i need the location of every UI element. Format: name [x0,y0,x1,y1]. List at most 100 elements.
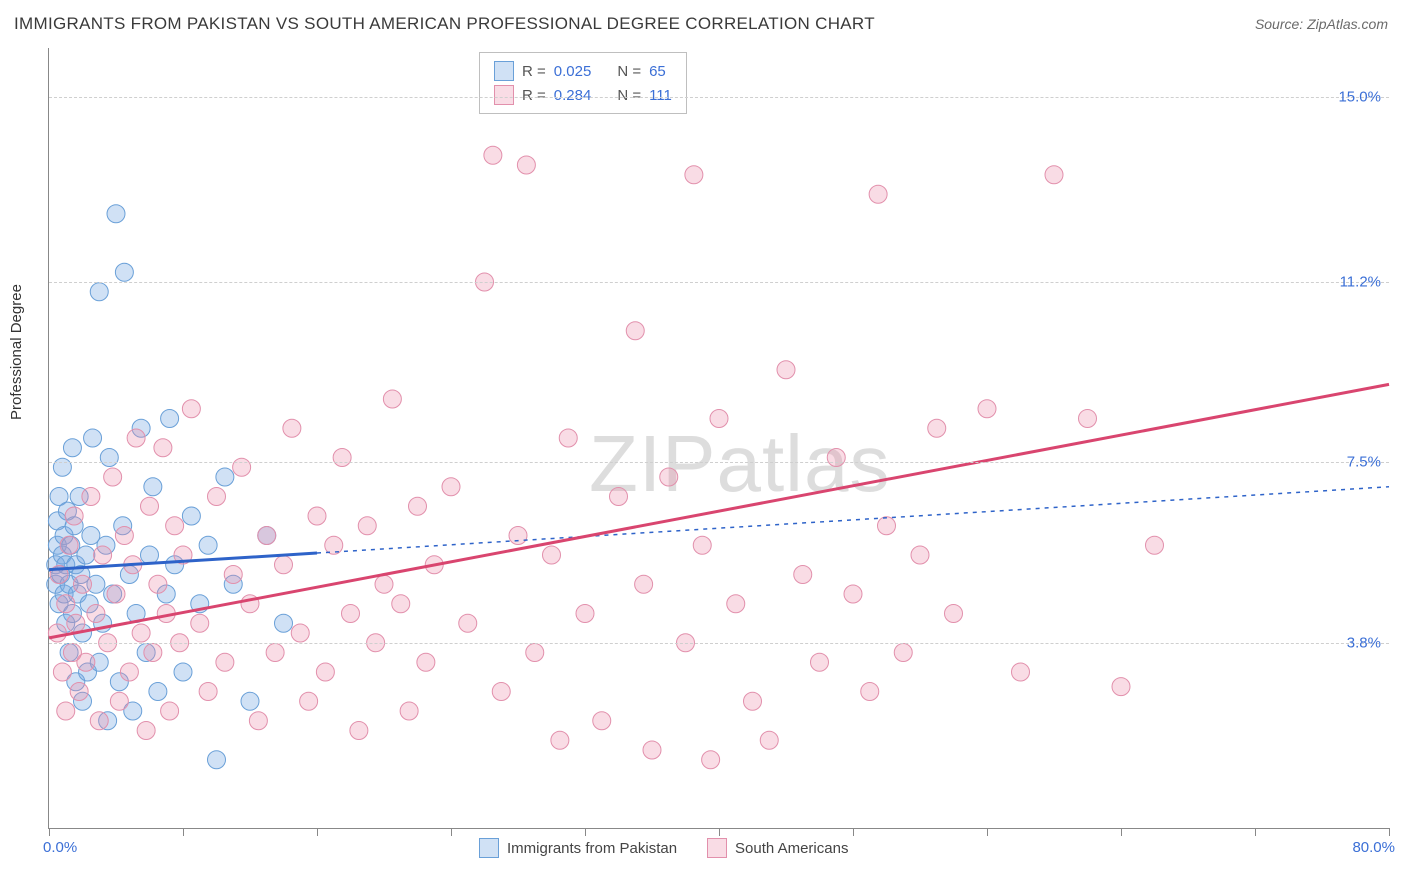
x-tick [719,828,720,836]
scatter-point-south_american [509,527,527,545]
scatter-point-south_american [945,605,963,623]
scatter-point-south_american [1012,663,1030,681]
scatter-point-south_american [978,400,996,418]
scatter-point-pakistan [144,478,162,496]
scatter-point-south_american [442,478,460,496]
scatter-point-south_american [149,575,167,593]
scatter-point-south_american [844,585,862,603]
scatter-point-south_american [727,595,745,613]
gridline [49,462,1389,463]
scatter-point-south_american [911,546,929,564]
scatter-point-south_american [878,517,896,535]
scatter-point-south_american [861,683,879,701]
scatter-point-south_american [283,419,301,437]
scatter-point-pakistan [77,546,95,564]
x-tick [585,828,586,836]
x-tick [451,828,452,836]
scatter-point-south_american [576,605,594,623]
scatter-point-south_american [300,692,318,710]
scatter-point-south_american [110,692,128,710]
scatter-point-south_american [492,683,510,701]
scatter-point-south_american [342,605,360,623]
scatter-point-south_american [760,731,778,749]
x-tick [1121,828,1122,836]
scatter-point-south_american [144,644,162,662]
y-tick-label: 15.0% [1338,88,1381,105]
legend-label: South Americans [735,840,848,857]
legend-item-pakistan: Immigrants from Pakistan [479,838,677,858]
scatter-point-south_american [74,575,92,593]
y-tick-label: 11.2% [1340,274,1381,291]
scatter-point-south_american [593,712,611,730]
scatter-point-south_american [127,429,145,447]
scatter-point-south_american [383,390,401,408]
scatter-point-south_american [90,712,108,730]
scatter-point-south_american [120,663,138,681]
scatter-point-south_american [77,653,95,671]
x-tick [1389,828,1390,836]
scatter-point-pakistan [275,614,293,632]
scatter-point-south_american [137,722,155,740]
scatter-point-south_american [53,663,71,681]
scatter-point-south_american [610,488,628,506]
scatter-point-south_american [635,575,653,593]
legend-row-pakistan: R = 0.025 N = 65 [494,59,672,83]
scatter-point-south_american [266,644,284,662]
series-legend: Immigrants from Pakistan South Americans [479,838,848,858]
scatter-point-south_american [685,166,703,184]
scatter-point-south_american [1079,410,1097,428]
scatter-point-south_american [1045,166,1063,184]
regression-line-pakistan-extended [317,487,1389,553]
scatter-point-south_american [626,322,644,340]
scatter-point-south_american [115,527,133,545]
scatter-point-south_american [199,683,217,701]
plot-area: ZIPatlas R = 0.025 N = 65 R = 0.284 N = … [48,48,1389,829]
swatch-south-american [494,85,514,105]
gridline [49,97,1389,98]
swatch-south-american [707,838,727,858]
scatter-point-south_american [350,722,368,740]
scatter-point-south_american [166,517,184,535]
scatter-point-pakistan [53,458,71,476]
scatter-point-south_american [869,185,887,203]
scatter-point-pakistan [90,283,108,301]
scatter-point-south_american [551,731,569,749]
scatter-point-pakistan [199,536,217,554]
scatter-point-pakistan [141,546,159,564]
scatter-point-pakistan [241,692,259,710]
y-tick-label: 3.8% [1347,634,1381,651]
scatter-point-south_american [60,536,78,554]
scatter-point-south_american [132,624,150,642]
scatter-point-south_american [141,497,159,515]
x-tick [317,828,318,836]
scatter-chart [49,48,1389,828]
legend-r-value: 0.025 [554,63,592,80]
scatter-point-south_american [161,702,179,720]
gridline [49,643,1389,644]
scatter-point-south_american [400,702,418,720]
scatter-point-south_american [643,741,661,759]
scatter-point-south_american [94,546,112,564]
scatter-point-south_american [224,566,242,584]
scatter-point-south_american [811,653,829,671]
scatter-point-south_american [710,410,728,428]
scatter-point-south_american [48,624,66,642]
x-tick [183,828,184,836]
legend-n-value: 65 [649,63,666,80]
scatter-point-south_american [249,712,267,730]
legend-row-south-american: R = 0.284 N = 111 [494,83,672,107]
scatter-point-pakistan [84,429,102,447]
scatter-point-south_american [417,653,435,671]
scatter-point-south_american [233,458,251,476]
scatter-point-south_american [67,614,85,632]
scatter-point-south_american [308,507,326,525]
scatter-point-south_american [191,614,209,632]
scatter-point-south_american [777,361,795,379]
scatter-point-pakistan [149,683,167,701]
scatter-point-south_american [154,439,172,457]
scatter-point-south_american [1112,678,1130,696]
scatter-point-south_american [104,468,122,486]
legend-n-value: 111 [649,87,672,104]
scatter-point-south_american [894,644,912,662]
swatch-pakistan [494,61,514,81]
